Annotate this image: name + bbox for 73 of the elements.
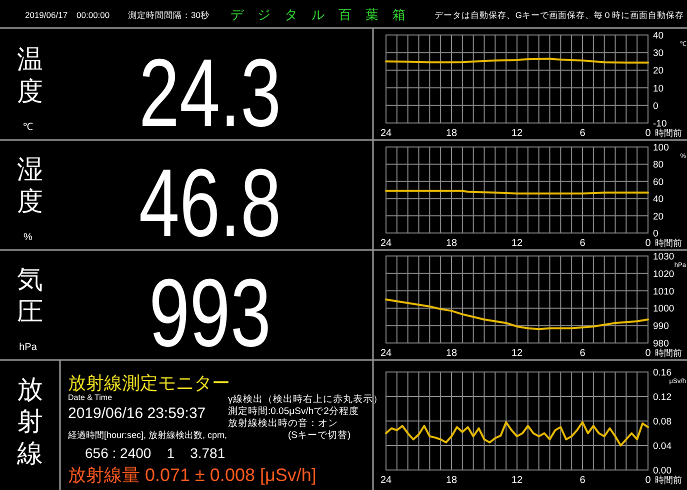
x-axis-title: 時間前 <box>655 128 682 138</box>
y-tick-label: 0.16 <box>653 368 672 378</box>
text: 46.8 <box>138 150 282 258</box>
text: データは自動保存、Gキーで画面保存、毎０時に画面自動保存 <box>434 10 684 20</box>
y-tick-label: 1010 <box>653 286 674 298</box>
x-tick-label: 12 <box>511 128 523 139</box>
text: 測定時間間隔：30秒 <box>128 10 210 20</box>
x-tick-label: 12 <box>511 238 523 249</box>
x-tick-label: 0 <box>645 128 652 139</box>
x-tick-label: 0 <box>645 348 652 359</box>
y-tick-label: -10 <box>653 118 667 130</box>
y-tick-label: 20 <box>653 66 664 77</box>
x-tick-label: 6 <box>580 238 586 249</box>
text: % <box>24 232 33 243</box>
text: 24.3 <box>138 40 282 148</box>
x-tick-label: 18 <box>446 348 458 359</box>
text: 温度 <box>17 44 43 106</box>
x-tick-label: 12 <box>511 348 523 359</box>
y-tick-label: 980 <box>653 338 669 350</box>
text: 放射線量 0.071 ± 0.008 [μSv/h] <box>68 465 316 485</box>
line-series <box>385 298 649 330</box>
text: 放射線測定モニター <box>68 373 230 393</box>
y-tick-label: 40 <box>653 30 664 42</box>
y-tick-label: 990 <box>653 321 669 332</box>
x-tick-label: 24 <box>380 348 392 359</box>
text: 2019/06/16 23:59:37 <box>68 405 206 422</box>
y-tick-label: 0 <box>653 100 658 112</box>
y-tick-label: 0 <box>653 228 658 240</box>
x-axis-title: 時間前 <box>655 238 682 248</box>
x-tick-label: 0 <box>645 475 652 486</box>
text: Date & Time <box>68 393 113 402</box>
y-tick-label: 1000 <box>653 304 674 315</box>
x-tick-label: 24 <box>380 475 392 486</box>
text: 放射線検出時の音：オン <box>228 417 338 429</box>
y-tick-label: 0.08 <box>653 416 672 428</box>
text: 993 <box>149 260 271 368</box>
y-tick-label: 1020 <box>653 268 674 280</box>
text: hPa <box>19 342 38 353</box>
y-tick-label: 10 <box>653 83 664 94</box>
y-tick-label: 60 <box>653 176 664 188</box>
y-tick-label: 100 <box>653 142 669 154</box>
x-tick-label: 0 <box>645 238 652 249</box>
x-tick-label: 24 <box>380 238 392 249</box>
y-tick-label: 0.04 <box>653 441 672 452</box>
y-tick-label: 0.00 <box>653 466 672 476</box>
x-tick-label: 6 <box>580 128 586 139</box>
x-axis-title: 時間前 <box>655 475 682 485</box>
text: 湿度 <box>17 154 43 216</box>
text: ℃ <box>23 122 33 133</box>
text: 測定時間:0.05μSv/hで2分程度 <box>228 405 359 417</box>
x-tick-label: 24 <box>380 128 392 139</box>
y-tick-label: 30 <box>653 48 664 60</box>
text: 経過時間[hour:sec], 放射線検出数, cpm, <box>67 430 228 440</box>
text: 放射線 <box>16 374 43 468</box>
x-tick-label: 12 <box>511 475 523 486</box>
x-tick-label: 18 <box>446 475 458 486</box>
y-tick-label: 0.12 <box>653 392 672 403</box>
x-tick-label: 18 <box>446 238 458 249</box>
y-tick-label: 40 <box>653 194 664 206</box>
x-tick-label: 18 <box>446 128 458 139</box>
text: γ線検出（検出時右上に赤丸表示） <box>228 393 383 405</box>
text: 気圧 <box>17 264 43 326</box>
x-axis-title: 時間前 <box>655 348 682 358</box>
text: (Sキーで切替) <box>288 429 351 441</box>
y-tick-label: 20 <box>653 211 664 222</box>
y-tick-label: 80 <box>653 160 664 171</box>
text: 2019/06/17 00:00:00 <box>25 10 110 20</box>
y-tick-label: 1030 <box>653 252 674 262</box>
line-series <box>385 421 649 446</box>
text: デジタル百葉箱 <box>230 7 420 22</box>
x-tick-label: 6 <box>580 348 586 359</box>
x-tick-label: 6 <box>580 475 586 486</box>
text: 656 : 2400 1 3.781 <box>85 445 226 461</box>
